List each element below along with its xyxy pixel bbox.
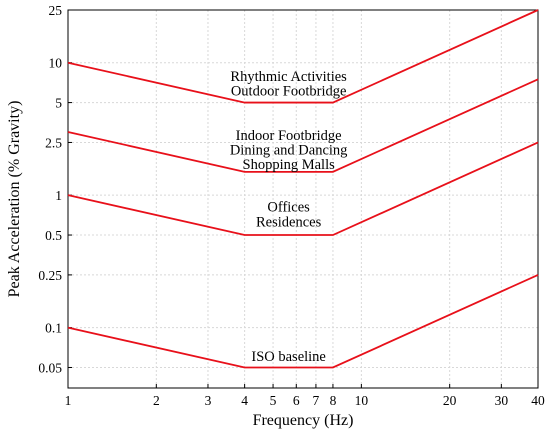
series-line — [67, 274, 539, 369]
annotation-label: ISO baseline — [251, 349, 326, 365]
annotation-label: Offices — [267, 200, 310, 216]
y-tick-label: 0.05 — [38, 360, 62, 375]
annotation-label: Indoor Footbridge — [236, 128, 342, 144]
y-tick-label: 0.5 — [45, 228, 62, 243]
x-tick-label: 4 — [241, 393, 248, 408]
series-lines — [67, 9, 539, 369]
y-tick-label: 10 — [49, 56, 63, 71]
y-tick-label: 1 — [55, 188, 62, 203]
x-tick-label: 5 — [270, 393, 277, 408]
x-tick-label: 10 — [355, 393, 369, 408]
x-tick-label: 1 — [65, 393, 72, 408]
x-tick-label: 30 — [495, 393, 509, 408]
series-line — [67, 141, 539, 236]
annotation-label: Shopping Malls — [243, 157, 336, 173]
x-tick-label: 8 — [330, 393, 337, 408]
x-tick-label: 40 — [531, 393, 545, 408]
x-tick-label: 20 — [443, 393, 457, 408]
series-line — [67, 9, 539, 104]
y-tick-label: 0.1 — [45, 321, 62, 336]
plot-frame — [67, 9, 539, 389]
annotation-label: Outdoor Footbridge — [231, 84, 347, 100]
y-axis-label: Peak Acceleration (% Gravity) — [6, 101, 23, 298]
series-line — [67, 78, 539, 173]
x-tick-label: 7 — [313, 393, 320, 408]
tick-labels: 1 2 3 4 5 6 7 8 10 20 30 40 0.05 0.1 0.25 0.5 1 2.5 5 10 25 — [38, 3, 545, 408]
y-tick-label: 25 — [49, 3, 63, 18]
x-tick-label: 2 — [153, 393, 160, 408]
x-tick-label: 6 — [293, 393, 300, 408]
y-tick-label: 5 — [55, 96, 62, 111]
y-tick-label: 0.25 — [38, 268, 62, 283]
annotation-label: Rhythmic Activities — [230, 69, 347, 85]
y-tick-label: 2.5 — [45, 135, 62, 150]
x-axis-label: Frequency (Hz) — [253, 412, 354, 429]
annotation-label: Dining and Dancing — [230, 143, 348, 159]
x-tick-label: 3 — [205, 393, 212, 408]
annotation-label: Residences — [256, 214, 322, 230]
